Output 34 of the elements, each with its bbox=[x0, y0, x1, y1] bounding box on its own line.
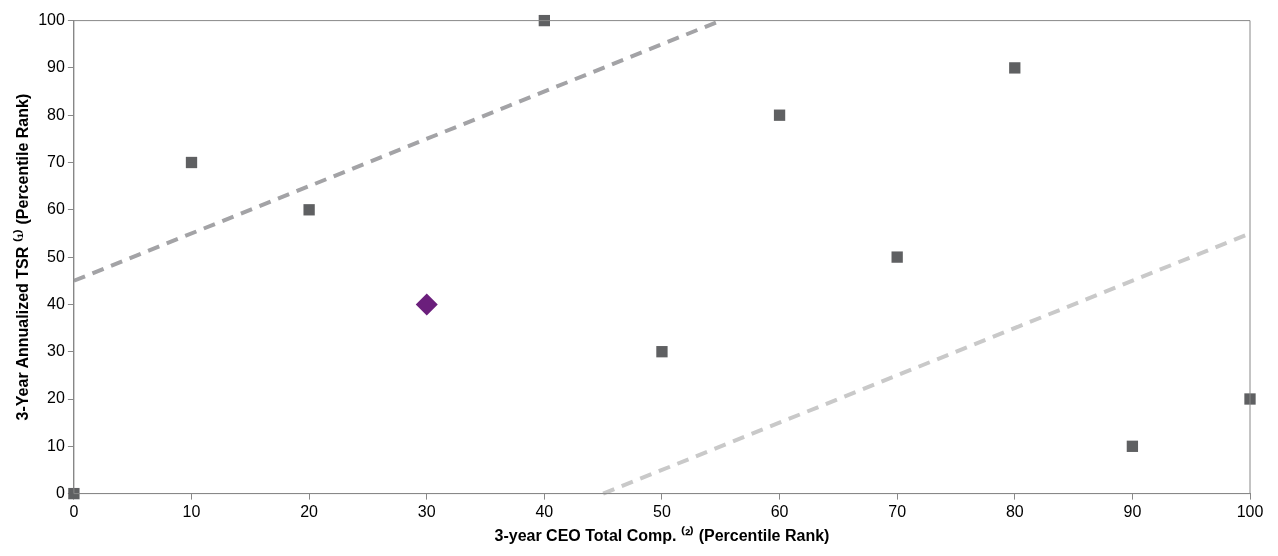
point bbox=[185, 156, 198, 169]
x-tick-label: 20 bbox=[300, 502, 319, 520]
point bbox=[1126, 440, 1139, 452]
x-tick-label: 60 bbox=[770, 502, 789, 520]
point bbox=[656, 346, 668, 358]
point bbox=[1244, 393, 1256, 405]
point bbox=[1009, 62, 1021, 74]
point bbox=[303, 204, 315, 216]
x-tick-label: 40 bbox=[535, 502, 554, 520]
y-tick-label: 40 bbox=[47, 294, 65, 312]
x-tick-label: 0 bbox=[69, 502, 79, 520]
y-tick-label: 30 bbox=[47, 342, 65, 360]
y-tick-label: 20 bbox=[47, 389, 65, 407]
point bbox=[415, 293, 438, 316]
x-tick-label: 70 bbox=[888, 502, 907, 520]
x-tick-label: 90 bbox=[1123, 502, 1142, 520]
y-tick-label: 60 bbox=[47, 200, 65, 218]
point bbox=[68, 487, 80, 500]
y-axis-title: 3-Year Annualized TSR ⁽¹⁾ (Percentile Rank) bbox=[13, 93, 32, 421]
x-tick-label: 30 bbox=[417, 502, 436, 520]
x-tick-label: 10 bbox=[182, 502, 201, 520]
y-tick-label: 10 bbox=[47, 436, 65, 454]
point bbox=[773, 109, 786, 121]
y-tick-label: 0 bbox=[55, 484, 65, 502]
x-tick-label: 50 bbox=[653, 502, 671, 520]
point bbox=[891, 251, 903, 263]
y-tick-label: 100 bbox=[38, 11, 65, 29]
y-tick-label: 70 bbox=[47, 152, 65, 170]
y-tick-label: 80 bbox=[47, 105, 65, 123]
y-tick-label: 50 bbox=[47, 247, 65, 265]
x-axis-title: 3-year CEO Total Comp. ⁽²⁾ (Percentile Rank) bbox=[494, 525, 830, 544]
x-tick-label: 80 bbox=[1005, 502, 1024, 520]
y-tick-label: 90 bbox=[47, 58, 65, 76]
x-tick-label: 100 bbox=[1236, 502, 1264, 520]
